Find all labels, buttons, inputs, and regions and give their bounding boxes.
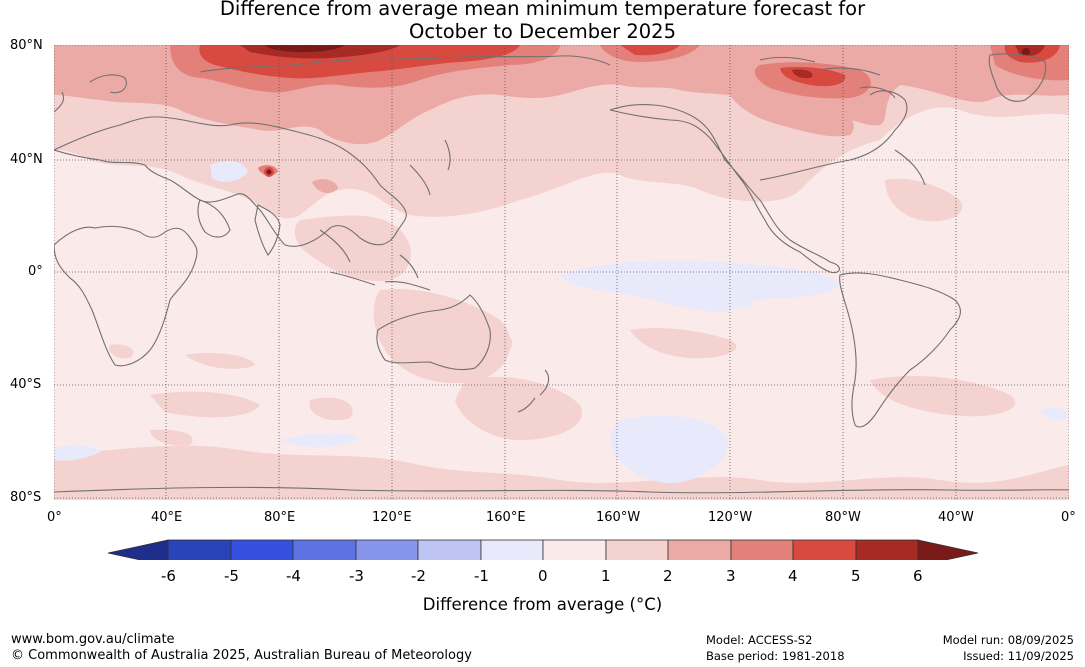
lon-label-160w: 160°W: [596, 510, 641, 525]
lat-label-40n: 40°N: [10, 152, 43, 167]
colorbar-underflow: [107, 539, 169, 560]
colorbar-label: Difference from average (°C): [422, 595, 663, 614]
footer-website: www.bom.gov.au/climate: [11, 632, 175, 647]
colorbar-tick: -3: [349, 567, 364, 585]
anomaly-negative-regions: [54, 160, 1068, 484]
lat-label-40s: 40°S: [10, 377, 42, 392]
lat-label-0: 0°: [28, 264, 43, 279]
colorbar-bin: [730, 539, 794, 560]
map-field: [54, 45, 1069, 500]
lat-label-80s: 80°S: [10, 490, 42, 505]
colorbar-tick: 4: [788, 567, 798, 585]
forecast-map: [54, 45, 1069, 560]
lon-label-40w: 40°W: [938, 510, 974, 525]
lon-label-120w: 120°W: [708, 510, 753, 525]
colorbar-tick: -2: [411, 567, 426, 585]
lon-label-120e: 120°E: [372, 510, 412, 525]
colorbar-bin: [167, 539, 232, 560]
anomaly-1-2-regions: [54, 45, 1069, 500]
lon-label-40e: 40°E: [151, 510, 183, 525]
chart-title: Difference from average mean minimum tem…: [0, 0, 1085, 43]
colorbar-tick: -4: [286, 567, 301, 585]
colorbar-bin: [230, 539, 294, 560]
colorbar-bin: [355, 539, 419, 560]
title-line-1: Difference from average mean minimum tem…: [219, 0, 866, 20]
lat-label-80n: 80°N: [10, 38, 43, 53]
lon-label-0-right: 0°: [1061, 510, 1076, 525]
colorbar-overflow: [917, 539, 979, 560]
colorbar-tick: -1: [474, 567, 489, 585]
footer-copyright: © Commonwealth of Australia 2025, Austra…: [11, 648, 472, 663]
title-line-2: October to December 2025: [409, 20, 676, 43]
colorbar-tick: 3: [726, 567, 736, 585]
footer-model: Model: ACCESS-S2: [706, 633, 813, 647]
lon-label-80e: 80°E: [264, 510, 296, 525]
footer-base-period: Base period: 1981-2018: [706, 649, 845, 663]
footer-issued: Issued: 11/09/2025: [963, 649, 1074, 663]
colorbar-tick: 6: [913, 567, 923, 585]
colorbar-tick: 0: [538, 567, 548, 585]
colorbar-bin: [542, 539, 607, 560]
lon-label-160e: 160°E: [486, 510, 526, 525]
colorbar-tick: 5: [851, 567, 861, 585]
colorbar-bin: [417, 539, 482, 560]
colorbar-tick: -6: [161, 567, 176, 585]
colorbar-bin: [292, 539, 357, 560]
lon-label-0: 0°: [47, 510, 62, 525]
colorbar-tick: 1: [601, 567, 611, 585]
colorbar-bin: [605, 539, 669, 560]
colorbar-bin: [792, 539, 857, 560]
colorbar-tick: 2: [663, 567, 673, 585]
colorbar-bin: [667, 539, 732, 560]
lon-label-80w: 80°W: [825, 510, 861, 525]
anomaly-above-6-regions: [265, 45, 1030, 175]
coastlines: [54, 53, 1069, 494]
graticule: [54, 45, 1069, 500]
colorbar-bin: [480, 539, 544, 560]
colorbar-tick: -5: [224, 567, 239, 585]
colorbar: [107, 539, 979, 560]
colorbar-bin: [855, 539, 919, 560]
footer-model-run: Model run: 08/09/2025: [942, 633, 1074, 647]
